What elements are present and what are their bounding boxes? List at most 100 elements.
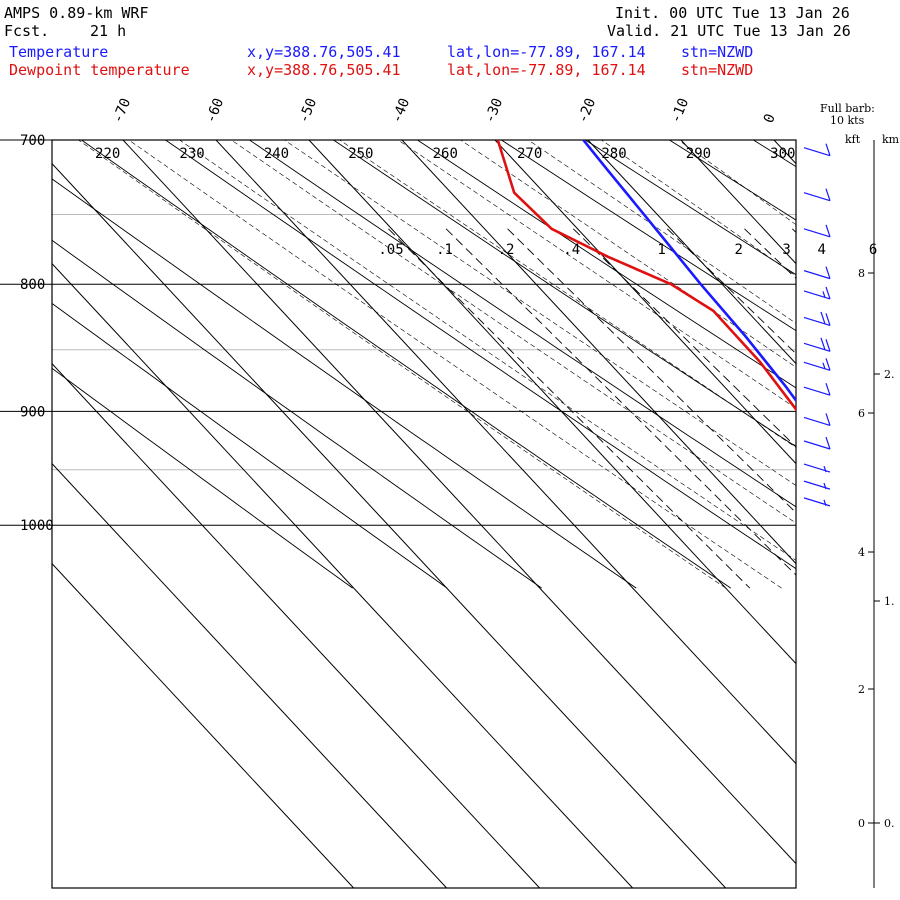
isotherm-line [52, 362, 541, 888]
barb-staff [803, 416, 831, 426]
km-label: 0. [884, 817, 895, 830]
wind-barb [803, 480, 831, 490]
dry-adiabat [52, 239, 542, 589]
isotherm-label: -20 [575, 96, 599, 125]
wind-barb [803, 436, 831, 450]
isotherm-line [122, 140, 796, 865]
isotherm-line [308, 140, 796, 665]
moist-adiabat [128, 140, 782, 589]
wind-barb [803, 224, 831, 238]
dewpoint-profile [496, 140, 796, 412]
barb-staff [803, 440, 831, 450]
dry-adiabat [52, 178, 637, 589]
mixing-ratio-label: 4 [818, 242, 826, 258]
forecast-label: Fcst. [4, 22, 50, 40]
mixing-ratio-label: 2 [735, 242, 743, 258]
wind-barb [803, 337, 831, 352]
pressure-label: 1000 [20, 518, 54, 534]
barb-flag-full [825, 436, 831, 450]
wind-key-line1: Full barb: [820, 102, 875, 115]
theta-label: 290 [686, 146, 711, 162]
valid-time: Valid. 21 UTC Tue 13 Jan 26 [607, 22, 851, 40]
dry-adiabat [708, 60, 900, 588]
barb-staff [803, 342, 831, 352]
barb-flag-full [825, 339, 831, 352]
barb-flag-full [825, 188, 831, 201]
mixing-ratio-line [879, 229, 900, 588]
legend-dewpoint-xy: x,y=388.76,505.41 [247, 61, 401, 79]
pressure-label: 700 [20, 133, 45, 149]
mixing-ratio-line [572, 228, 796, 448]
mixing-ratio-label: .05 [378, 242, 403, 258]
dry-adiabat [332, 140, 796, 448]
theta-label: 270 [517, 146, 542, 162]
mixing-ratio-label: 1 [657, 242, 665, 258]
legend-temperature-name: Temperature [9, 43, 109, 61]
isotherm-label: -40 [389, 96, 413, 125]
barb-flag-full [825, 143, 831, 156]
barb-staff [803, 386, 831, 396]
barb-staff [803, 192, 831, 202]
isotherm-line [52, 462, 448, 888]
wind-barb [803, 311, 831, 327]
moist-adiabat [339, 140, 796, 448]
mixing-ratio-line [507, 228, 796, 514]
wind-barb [803, 286, 831, 300]
wind-barb [803, 143, 831, 157]
theta-label: 240 [264, 146, 289, 162]
mixing-ratio-label: 3 [782, 242, 790, 258]
moist-adiabat [600, 140, 796, 277]
isotherm-label: -60 [203, 96, 227, 125]
dry-adiabat [584, 140, 796, 276]
barb-flag-half [822, 291, 826, 298]
dry-adiabat [164, 140, 796, 570]
barb-staff [803, 361, 831, 371]
barb-flag-full [825, 382, 831, 396]
dry-adiabat [52, 302, 448, 589]
isotherm-label: -50 [296, 96, 320, 125]
wind-barb [803, 463, 831, 473]
mixing-ratio-label: .2 [498, 242, 515, 258]
model-title: AMPS 0.89-km WRF [4, 4, 149, 22]
chart-series [496, 140, 796, 412]
km-label: 1. [884, 595, 895, 608]
isotherm-line [52, 262, 634, 888]
isotherm-line [401, 140, 796, 565]
barb-flag-full [825, 313, 831, 326]
barb-flag-full [825, 266, 831, 279]
legend-temperature-xy: x,y=388.76,505.41 [247, 43, 401, 61]
kft-axis-label: kft [845, 133, 861, 146]
mixing-ratio-label: 6 [869, 242, 877, 258]
wind-barbs [803, 143, 831, 507]
forecast-hour: 21 h [90, 22, 127, 40]
mixing-ratio-label: .1 [436, 242, 453, 258]
moist-adiabat [230, 140, 796, 524]
theta-label: 230 [179, 146, 204, 162]
barb-staff [803, 228, 831, 238]
chart-frame [0, 139, 797, 889]
wind-barb [803, 358, 831, 371]
kft-label: 8 [858, 267, 865, 280]
dry-adiabat [248, 140, 796, 508]
pressure-label: 900 [20, 404, 45, 420]
mixing-ratio-line [666, 228, 796, 355]
theta-label: 280 [601, 146, 626, 162]
dry-adiabat [668, 140, 796, 221]
isotherm-label: -30 [482, 96, 506, 125]
km-axis-label: km [882, 133, 900, 146]
mixing-ratio-line [791, 228, 796, 233]
wind-barb [803, 382, 831, 396]
theta-label: 260 [433, 146, 458, 162]
barb-flag-half [822, 362, 826, 370]
moist-adiabat [179, 140, 796, 561]
dry-adiabat [416, 140, 796, 389]
isotherm-line [52, 162, 727, 888]
isotherm-line [773, 140, 796, 165]
temperature-profile [582, 140, 796, 403]
barb-flag-full [825, 286, 831, 300]
isotherm-label: -10 [668, 96, 692, 125]
wind-barb [803, 413, 831, 426]
init-time: Init. 00 UTC Tue 13 Jan 26 [615, 4, 850, 22]
moist-adiabat [283, 140, 796, 486]
